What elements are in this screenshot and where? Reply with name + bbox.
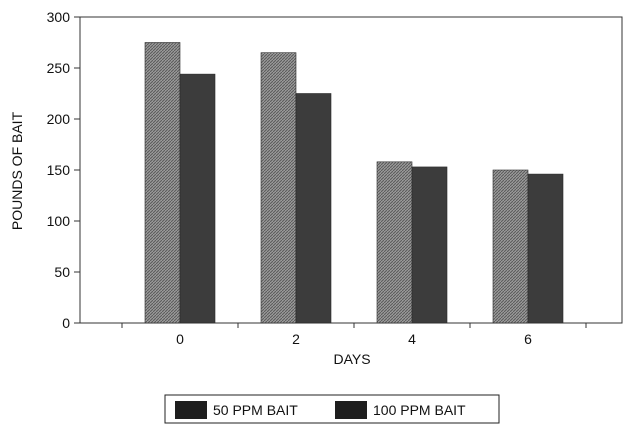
y-tick-label: 300: [47, 9, 71, 25]
x-tick-label: 0: [176, 331, 184, 347]
bar-50ppm: [376, 161, 413, 324]
y-tick-label: 150: [47, 162, 71, 178]
y-tick-label: 100: [47, 213, 71, 229]
legend-swatch-100ppm: [335, 401, 367, 419]
bar-100ppm: [411, 166, 448, 324]
legend-label-50ppm: 50 PPM BAIT: [213, 402, 298, 418]
bar-100ppm: [179, 73, 216, 324]
y-tick-label: 250: [47, 60, 71, 76]
bar-50ppm: [492, 169, 529, 324]
bars: [144, 42, 564, 324]
x-tick-label: 2: [292, 331, 300, 347]
x-tick-label: 6: [524, 331, 532, 347]
y-axis: 0 50 100 150 200 250 300: [47, 9, 80, 331]
bar-50ppm: [144, 42, 181, 324]
legend-swatch-50ppm: [175, 401, 207, 419]
bar-50ppm: [260, 52, 297, 324]
x-axis: 0 2 4 6: [121, 323, 587, 347]
legend-box: [164, 394, 500, 424]
y-axis-title: POUNDS OF BAIT: [9, 111, 25, 230]
bar-100ppm: [295, 93, 332, 324]
x-tick-label: 4: [408, 331, 416, 347]
legend: 50 PPM BAIT 100 PPM BAIT: [164, 394, 500, 424]
legend-label-100ppm: 100 PPM BAIT: [373, 402, 466, 418]
x-axis-title: DAYS: [333, 351, 370, 367]
y-tick-label: 0: [62, 315, 70, 331]
bar-100ppm: [527, 173, 564, 324]
y-tick-label: 200: [47, 111, 71, 127]
y-tick-label: 50: [54, 264, 70, 280]
